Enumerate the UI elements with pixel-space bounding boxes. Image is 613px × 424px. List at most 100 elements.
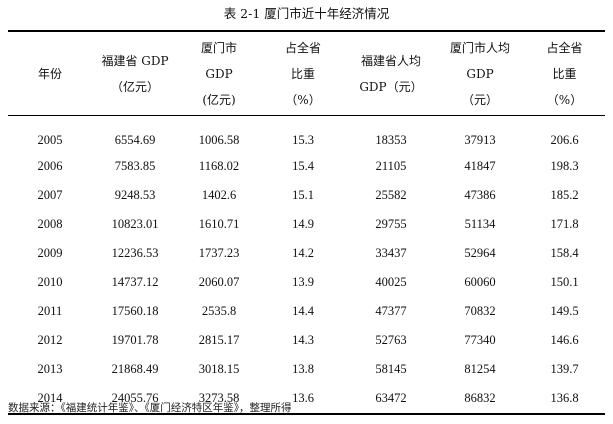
xiamen-gdp-cell: 1737.23 <box>198 246 240 260</box>
header-line: 占全省 <box>284 40 321 55</box>
xiamen-gdp-cell: 1610.71 <box>198 217 240 231</box>
fujian-gdp-cell: 6554.69 <box>114 133 156 147</box>
year-cell: 2006 <box>37 159 63 173</box>
table-row: 2012 19701.78 2815.17 14.3 52763 77340 1… <box>8 326 605 355</box>
header-line: 福建省 GDP <box>101 53 169 68</box>
year-cell: 2009 <box>37 246 63 260</box>
gdp-share-cell: 14.4 <box>292 304 314 318</box>
per-capita-share-cell: 139.7 <box>550 362 579 376</box>
header-fujian-gdp: 福建省 GDP （亿元） <box>92 32 178 116</box>
year-cell: 2008 <box>37 217 63 231</box>
fujian-gdp-cell: 24055.76 <box>111 391 159 405</box>
header-fujian-per-capita-gdp: 福建省人均 GDP（元） <box>346 32 436 116</box>
gdp-share-cell: 15.4 <box>292 159 314 173</box>
xiamen-gdp-cell: 1006.58 <box>198 133 240 147</box>
table-row: 2005 6554.69 1006.58 15.3 18353 37913 20… <box>8 116 605 153</box>
fujian-gdp-cell: 12236.53 <box>111 246 159 260</box>
per-capita-share-cell: 171.8 <box>550 217 579 231</box>
header-line: 厦门市人均 <box>449 40 510 55</box>
fujian-gdp-cell: 10823.01 <box>111 217 159 231</box>
fujian-gdp-cell: 7583.85 <box>114 159 156 173</box>
year-cell: 2010 <box>37 275 63 289</box>
gdp-share-cell: 14.3 <box>292 333 314 347</box>
data-source-note: 数据来源：《福建统计年鉴》、《厦门经济特区年鉴》，整理所得 <box>8 402 292 414</box>
fujian-per-capita-cell: 21105 <box>375 159 407 173</box>
per-capita-share-cell: 136.8 <box>550 391 579 405</box>
header-line: 比重 <box>290 66 315 81</box>
xiamen-gdp-cell: 2060.07 <box>198 275 240 289</box>
table-caption: 表 2-1 厦门市近十年经济情况 <box>223 6 390 21</box>
per-capita-share-cell: 149.5 <box>550 304 579 318</box>
xiamen-per-capita-cell: 86832 <box>464 391 496 405</box>
fujian-gdp-cell: 17560.18 <box>111 304 159 318</box>
economy-table-frame: 年份 福建省 GDP （亿元） 厦门市 GDP (亿元) 占全省 比重 （%） <box>8 30 605 415</box>
fujian-per-capita-cell: 52763 <box>375 333 407 347</box>
year-cell: 2012 <box>37 333 63 347</box>
header-line: GDP <box>205 66 233 81</box>
header-year: 年份 <box>8 32 92 116</box>
xiamen-per-capita-cell: 81254 <box>464 362 496 376</box>
xiamen-per-capita-cell: 70832 <box>464 304 496 318</box>
year-cell: 2014 <box>37 391 63 405</box>
table-row: 2006 7583.85 1168.02 15.4 21105 41847 19… <box>8 152 605 181</box>
year-cell: 2007 <box>37 188 63 202</box>
header-line: （%） <box>285 92 321 107</box>
per-capita-share-cell: 150.1 <box>550 275 579 289</box>
year-cell: 2005 <box>37 133 63 147</box>
gdp-share-cell: 15.3 <box>292 133 314 147</box>
table-row: 2008 10823.01 1610.71 14.9 29755 51134 1… <box>8 210 605 239</box>
header-line: GDP（元） <box>359 79 423 94</box>
gdp-share-cell: 14.2 <box>292 246 314 260</box>
table-row: 2014 24055.76 3273.58 13.6 63472 86832 1… <box>8 384 605 413</box>
table-row: 2007 9248.53 1402.6 15.1 25582 47386 185… <box>8 181 605 210</box>
fujian-gdp-cell: 14737.12 <box>111 275 159 289</box>
header-per-capita-share: 占全省 比重 （%） <box>524 32 605 116</box>
xiamen-gdp-cell: 2815.17 <box>198 333 240 347</box>
per-capita-share-cell: 185.2 <box>550 188 579 202</box>
per-capita-share-cell: 158.4 <box>550 246 579 260</box>
xiamen-per-capita-cell: 51134 <box>464 217 496 231</box>
per-capita-share-cell: 206.6 <box>550 133 579 147</box>
fujian-per-capita-cell: 63472 <box>375 391 407 405</box>
xiamen-gdp-cell: 3018.15 <box>198 362 240 376</box>
economy-table: 年份 福建省 GDP （亿元） 厦门市 GDP (亿元) 占全省 比重 （%） <box>8 32 605 413</box>
header-line: GDP <box>466 66 494 81</box>
fujian-per-capita-cell: 18353 <box>375 133 407 147</box>
xiamen-gdp-cell: 3273.58 <box>198 391 240 405</box>
header-line: 比重 <box>552 66 577 81</box>
fujian-gdp-cell: 19701.78 <box>111 333 159 347</box>
table-row: 2011 17560.18 2535.8 14.4 47377 70832 14… <box>8 297 605 326</box>
gdp-share-cell: 13.9 <box>292 275 314 289</box>
gdp-share-cell: 13.6 <box>292 391 314 405</box>
header-line: （%） <box>546 92 583 107</box>
xiamen-per-capita-cell: 41847 <box>464 159 496 173</box>
fujian-gdp-cell: 21868.49 <box>111 362 159 376</box>
header-line: (亿元) <box>202 92 236 107</box>
header-line: 福建省人均 <box>360 53 421 68</box>
gdp-share-cell: 14.9 <box>292 217 314 231</box>
table-row: 2013 21868.49 3018.15 13.8 58145 81254 1… <box>8 355 605 384</box>
fujian-per-capita-cell: 40025 <box>375 275 407 289</box>
gdp-share-cell: 13.8 <box>292 362 314 376</box>
table-header-row: 年份 福建省 GDP （亿元） 厦门市 GDP (亿元) 占全省 比重 （%） <box>8 32 605 116</box>
fujian-per-capita-cell: 25582 <box>375 188 407 202</box>
xiamen-per-capita-cell: 60060 <box>464 275 496 289</box>
xiamen-gdp-cell: 1402.6 <box>201 188 237 202</box>
header-line: 占全省 <box>546 40 583 55</box>
fujian-per-capita-cell: 47377 <box>375 304 407 318</box>
fujian-per-capita-cell: 58145 <box>375 362 407 376</box>
xiamen-per-capita-cell: 77340 <box>464 333 496 347</box>
xiamen-gdp-cell: 1168.02 <box>198 159 240 173</box>
header-xiamen-per-capita-gdp: 厦门市人均 GDP （元） <box>436 32 524 116</box>
xiamen-per-capita-cell: 47386 <box>464 188 496 202</box>
xiamen-per-capita-cell: 52964 <box>464 246 496 260</box>
header-gdp-share: 占全省 比重 （%） <box>260 32 346 116</box>
header-line: （元） <box>461 92 498 107</box>
gdp-share-cell: 15.1 <box>292 188 314 202</box>
header-xiamen-gdp: 厦门市 GDP (亿元) <box>178 32 260 116</box>
per-capita-share-cell: 198.3 <box>550 159 579 173</box>
xiamen-gdp-cell: 2535.8 <box>201 304 237 318</box>
header-line: 年份 <box>37 66 62 81</box>
year-cell: 2013 <box>37 362 63 376</box>
xiamen-per-capita-cell: 37913 <box>464 133 496 147</box>
